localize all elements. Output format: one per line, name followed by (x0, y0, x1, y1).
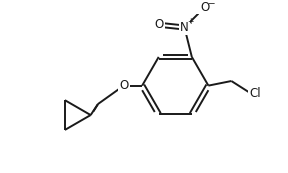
Text: O: O (154, 18, 163, 31)
Text: N: N (180, 21, 189, 34)
Text: O: O (119, 79, 128, 92)
Text: −: − (207, 0, 215, 7)
Text: O: O (200, 1, 209, 14)
Text: Cl: Cl (249, 87, 261, 100)
Text: +: + (187, 17, 193, 26)
